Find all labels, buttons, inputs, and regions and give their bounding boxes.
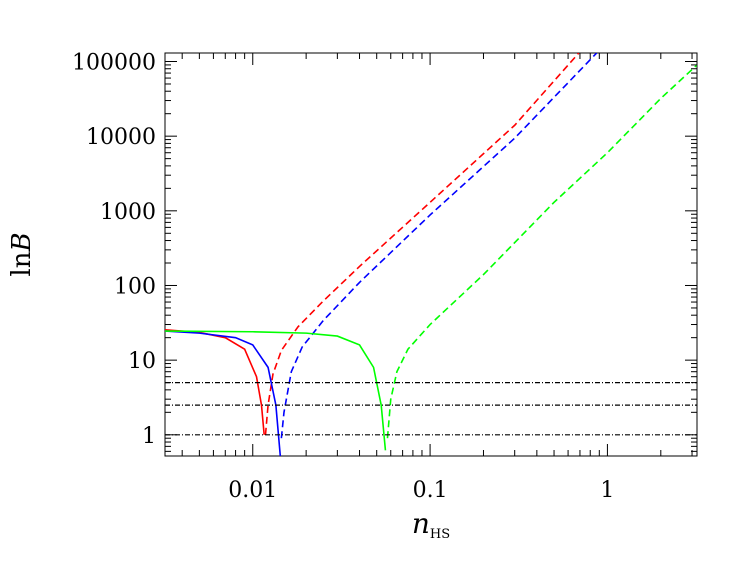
- x-tick-label: 0.1: [413, 478, 448, 503]
- tick-label-layer: 1 10 100 1000 10000 100000 0.01 0.1 1: [72, 51, 614, 503]
- series-line-4: [280, 53, 598, 439]
- y-tick-label: 10000: [86, 125, 156, 150]
- x-axis-label-main: n: [412, 507, 430, 540]
- series-layer: [165, 53, 697, 456]
- x-axis-label-subscript: HS: [430, 527, 450, 542]
- y-tick-label: 100: [114, 274, 156, 299]
- y-tick-label: 1: [142, 424, 156, 449]
- series-line-6: [386, 64, 697, 439]
- y-axis-label-main: B: [7, 232, 37, 252]
- y-tick-label: 100000: [72, 51, 156, 76]
- plot-area: [164, 52, 698, 457]
- y-axis-label-prefix: ln: [7, 251, 37, 276]
- tick-layer: [165, 53, 697, 456]
- series-line-3: [165, 330, 282, 456]
- y-axis-label: lnB: [7, 232, 37, 276]
- x-tick-label: 0.01: [228, 478, 277, 503]
- series-line-5: [165, 330, 387, 451]
- y-tick-label: 10: [128, 349, 156, 374]
- x-tick-label: 1: [600, 478, 614, 503]
- x-axis-label: nHS: [412, 507, 450, 542]
- series-line-2: [264, 53, 580, 435]
- y-tick-label: 1000: [100, 200, 156, 225]
